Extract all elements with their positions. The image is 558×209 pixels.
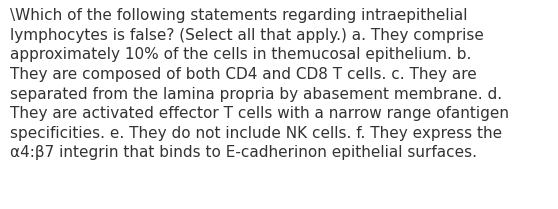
Text: \Which of the following statements regarding intraepithelial
lymphocytes is fals: \Which of the following statements regar… [10,8,509,160]
